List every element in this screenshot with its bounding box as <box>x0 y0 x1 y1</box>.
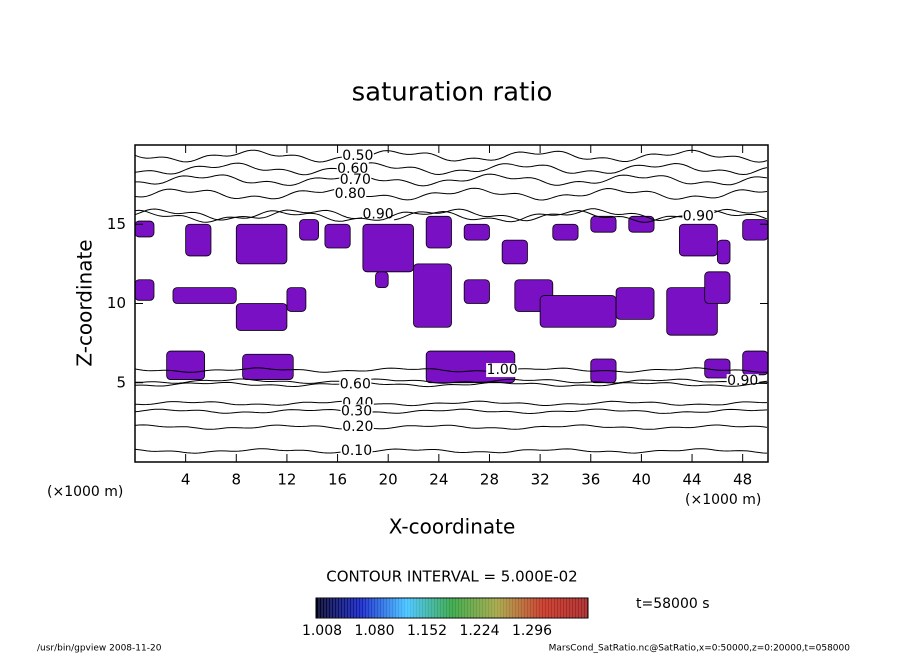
contour-label: 0.30 <box>341 403 372 419</box>
contour-label-bg <box>339 172 372 187</box>
colorbar-tick-label: 1.008 <box>302 623 342 639</box>
contour-label-bg <box>682 209 715 224</box>
contour-label: 0.20 <box>342 419 373 435</box>
contour-label-bg <box>726 374 759 389</box>
footer-left: /usr/bin/gpview 2008-11-20 <box>37 644 162 654</box>
contour-label-bg <box>336 161 369 176</box>
plot-area: 0.500.600.700.800.90 0.901.000.900.600.40… <box>134 148 769 459</box>
contour-label: 0.90 <box>683 208 714 224</box>
shaded-region <box>185 223 212 257</box>
shaded-region <box>299 219 319 241</box>
shaded-region <box>552 223 579 241</box>
chart-title: saturation ratio <box>352 78 553 108</box>
contour-label: 1.00 <box>487 362 518 378</box>
shaded-region <box>704 271 731 304</box>
contour-label: 0.50 <box>342 148 373 164</box>
contour-label-bg <box>340 404 373 419</box>
contour-line <box>134 209 768 223</box>
contour-label: 0.90 <box>727 373 758 389</box>
contour-label-bg <box>341 149 374 164</box>
shaded-region <box>362 223 414 273</box>
y-tick-label: 15 <box>107 215 126 233</box>
contour-line <box>134 381 768 388</box>
x-tick-label: 32 <box>531 471 550 489</box>
y-tick-label: 5 <box>116 373 126 391</box>
x-tick-label: 36 <box>581 471 600 489</box>
x-unit: (×1000 m) <box>685 492 761 508</box>
x-tick-label: 12 <box>277 471 296 489</box>
shaded-region <box>742 350 769 376</box>
shaded-region <box>615 287 655 320</box>
contour-line <box>134 367 768 373</box>
contour-label-bg <box>339 377 372 392</box>
shaded-region <box>539 295 617 328</box>
contour-label: 0.10 <box>341 443 372 459</box>
shaded-region <box>166 350 206 380</box>
time-label: t=58000 s <box>636 596 710 612</box>
footer-right: MarsCond_SatRatio.nc@SatRatio,x=0:50000,… <box>549 644 851 654</box>
contour-label: 0.60 <box>340 376 371 392</box>
y-tick-label: 10 <box>107 294 126 312</box>
x-tick-label: 16 <box>328 471 347 489</box>
x-tick-label: 8 <box>232 471 242 489</box>
x-tick-label: 40 <box>632 471 651 489</box>
contour-label-bg <box>340 443 373 458</box>
colorbar-tick-label: 1.080 <box>354 623 394 639</box>
shaded-region <box>242 353 294 380</box>
shaded-region <box>590 215 617 233</box>
contour-line <box>134 448 768 454</box>
shaded-region <box>172 287 237 304</box>
x-axis-label: X-coordinate <box>389 515 516 539</box>
shaded-region <box>286 287 307 312</box>
contour-line <box>135 173 768 187</box>
contour-label-bg <box>334 187 367 202</box>
contour-label-bg <box>486 363 519 378</box>
x-tick-label: 48 <box>733 471 752 489</box>
shaded-region <box>425 215 452 249</box>
contour-label: 0.80 <box>335 186 366 202</box>
contour-line <box>134 408 768 415</box>
shaded-region <box>235 223 288 265</box>
contour-line <box>134 149 768 163</box>
shaded-region <box>716 239 731 265</box>
shaded-region <box>413 263 452 328</box>
x-tick-label: 20 <box>379 471 398 489</box>
shaded-region <box>463 223 490 241</box>
contour-line <box>135 378 768 384</box>
x-tick-label: 24 <box>429 471 448 489</box>
contour-line <box>134 162 768 176</box>
shaded-region <box>463 279 490 304</box>
shaded-region <box>678 223 718 257</box>
contour-label: 0.60 <box>337 161 368 177</box>
shaded-region <box>235 303 288 331</box>
contour-line <box>134 424 768 430</box>
x-tick-label: 28 <box>480 471 499 489</box>
shaded-region <box>134 220 155 238</box>
y-axis-label: Z-coordinate <box>73 239 97 366</box>
contour-label-bg <box>341 420 374 435</box>
x-tick-label: 4 <box>181 471 191 489</box>
colorbar-tick-label: 1.296 <box>512 623 552 639</box>
colorbar <box>315 597 589 619</box>
shaded-region <box>134 279 155 301</box>
x-tick-label: 44 <box>682 471 701 489</box>
shaded-region <box>375 271 389 289</box>
shaded-region <box>742 219 769 241</box>
contour-line <box>134 187 768 201</box>
contour-line <box>134 208 767 222</box>
contour-line <box>134 400 767 407</box>
shaded-region <box>324 223 351 249</box>
colorbar-tick-label: 1.152 <box>407 623 447 639</box>
contour-label: 0.70 <box>340 172 371 188</box>
y-unit: (×1000 m) <box>47 484 123 500</box>
colorbar-tick-label: 1.224 <box>459 623 499 639</box>
shaded-region <box>501 239 528 265</box>
contour-interval: CONTOUR INTERVAL = 5.000E-02 <box>326 568 577 586</box>
